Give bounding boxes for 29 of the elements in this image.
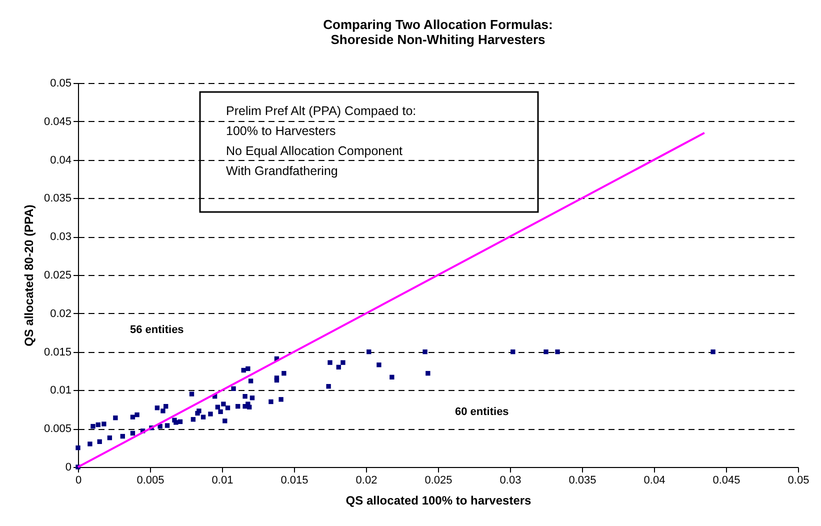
x-tick-label: 0.035 [568, 474, 596, 486]
y-tick-label: 0.03 [50, 231, 72, 244]
text: Shoreside Non-Whiting Harvesters [330, 32, 546, 47]
annotation: 56 entities [130, 324, 184, 336]
y-tick-label: 0.035 [44, 192, 72, 205]
y-axis-title: QS allocated 80-20 (PPA) [22, 204, 36, 346]
y-tick-label: 0.01 [50, 384, 72, 397]
x-tick-label: 0.045 [712, 474, 740, 486]
x-axis-title: QS allocated 100% to harvesters [346, 494, 532, 508]
y-tick-label: 0 [65, 462, 72, 474]
y-tick-label: 0.04 [50, 154, 72, 166]
y-tick-label: 0.015 [44, 346, 72, 358]
x-tick-label: 0.01 [212, 474, 234, 486]
y-tick-label: 0.05 [50, 78, 72, 90]
y-tick-label: 0.045 [44, 116, 72, 128]
x-tick-label: 0.015 [280, 474, 308, 486]
x-tick-label: 0.03 [500, 474, 522, 486]
y-tick-label: 0.025 [44, 270, 72, 282]
x-tick-label: 0.02 [356, 474, 378, 486]
annotation: Prelim Pref Alt (PPA) Compaed to: 100% to Harvesters No Equal Allocation Component With Grandfathering [226, 104, 416, 178]
annotation: 60 entities [455, 406, 509, 418]
x-tick-label: 0 [75, 474, 82, 486]
x-tick-label: 0.025 [424, 474, 452, 486]
x-tick-label: 0.05 [788, 474, 810, 486]
text: Comparing Two Allocation Formulas: [323, 17, 553, 32]
x-tick-label: 0.005 [136, 474, 164, 486]
x-tick-label: 0.04 [644, 474, 666, 486]
y-tick-label: 0.005 [44, 423, 72, 436]
y-tick-label: 0.02 [50, 308, 72, 320]
